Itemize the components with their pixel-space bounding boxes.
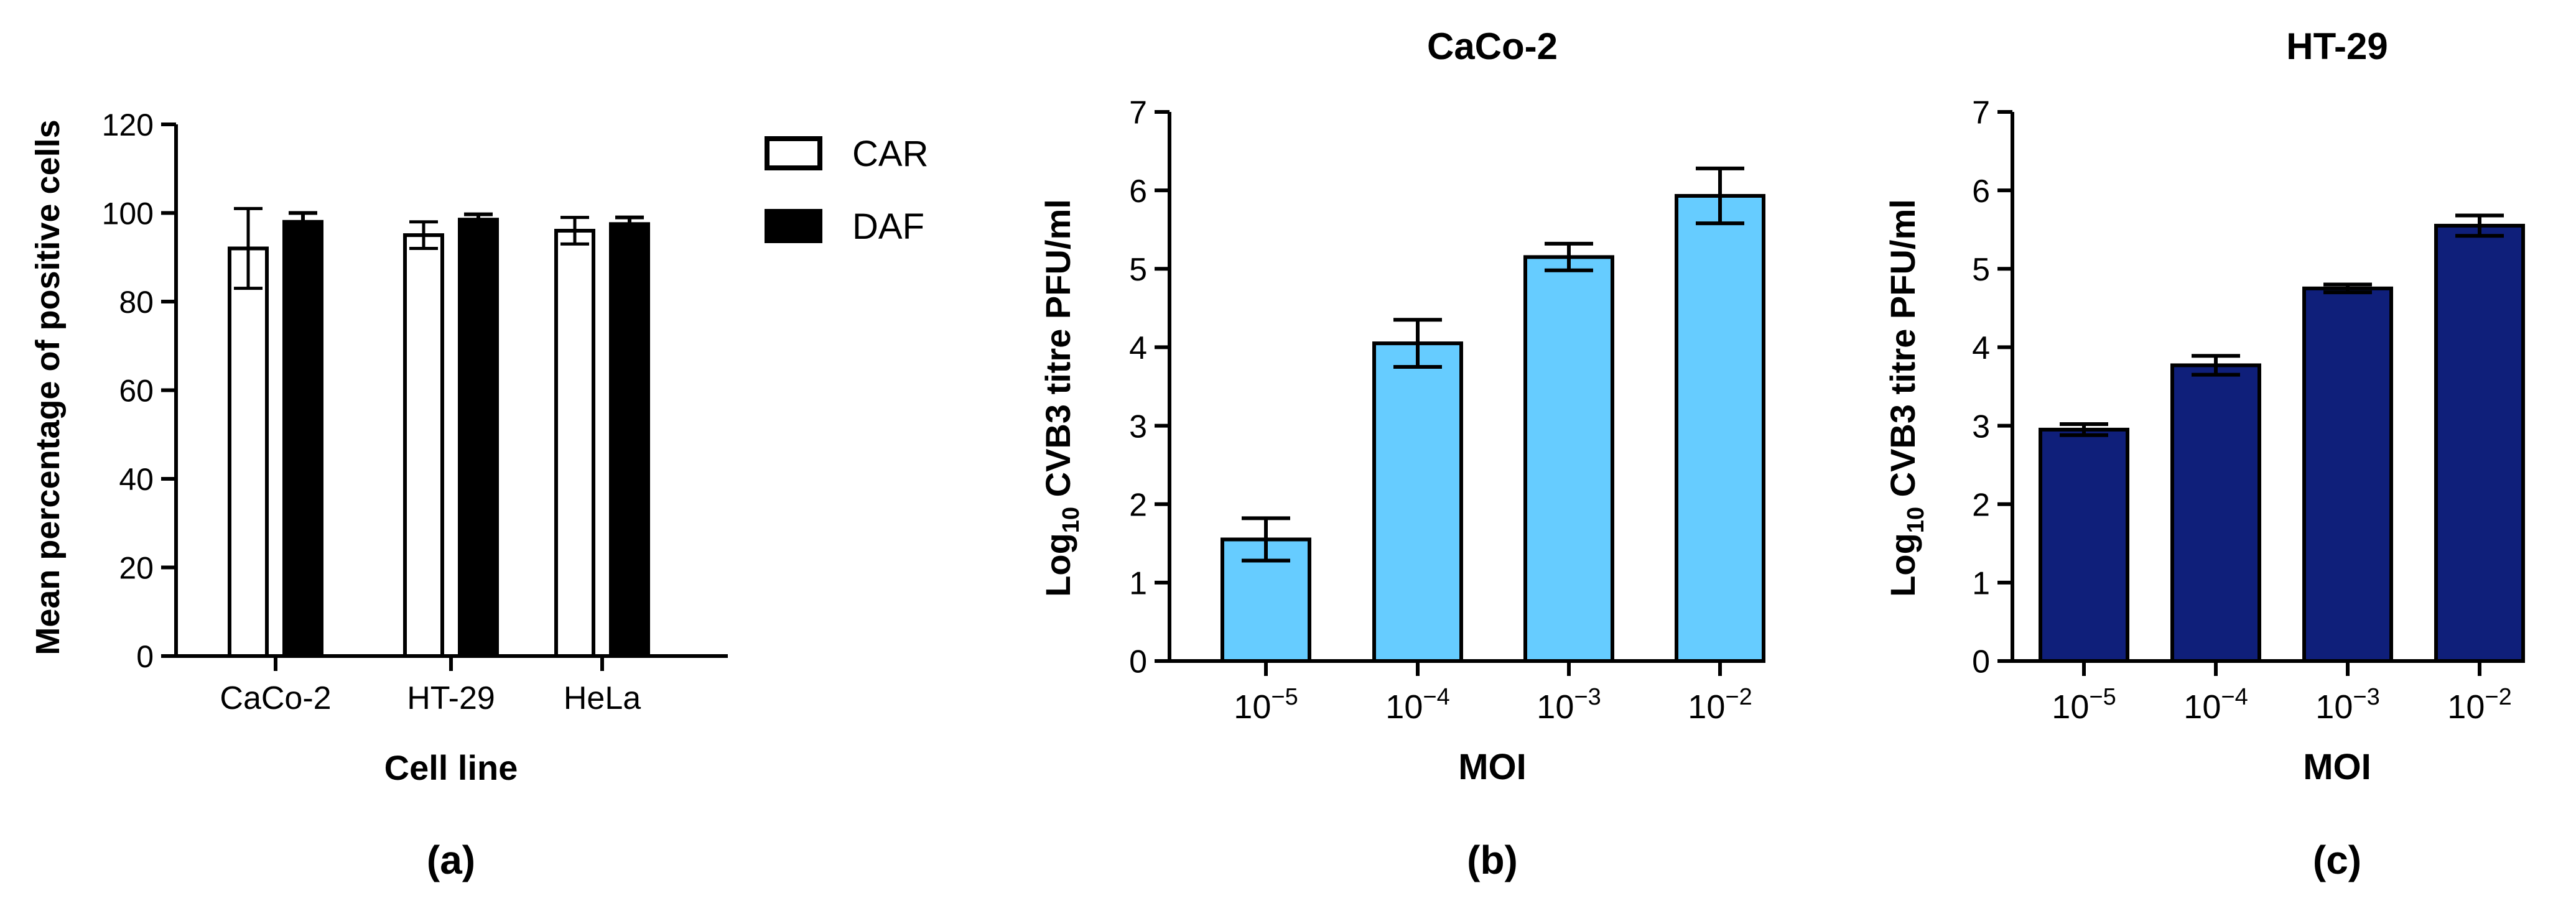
tick-base: 10 xyxy=(1385,688,1423,726)
chart-0-bar xyxy=(609,222,650,658)
chart-1-y-tick-label: 0 xyxy=(1129,644,1147,680)
chart-0-bar xyxy=(403,233,444,658)
chart-0-y-tick-label: 120 xyxy=(102,108,154,142)
tick-base: 10 xyxy=(1234,688,1271,726)
chart-1-y-tick-label: 5 xyxy=(1129,252,1147,288)
tick-exponent: −3 xyxy=(2353,684,2379,710)
tick-exponent: −5 xyxy=(1271,684,1298,710)
chart-2-bar xyxy=(2302,286,2393,664)
chart-0-x-tick-label: HT-29 xyxy=(407,680,495,716)
panel-c-ylabel-subscript: 10 xyxy=(1903,507,1929,533)
chart-0-bar xyxy=(282,220,323,658)
chart-0-y-tick-label: 60 xyxy=(119,374,154,409)
chart-1-x-tick-label: 10−2 xyxy=(1688,684,1752,726)
chart-2-x-tick-label: 10−5 xyxy=(2052,684,2116,726)
panel-b-title: CaCo-2 xyxy=(1427,25,1558,67)
chart-2-y-tick-label: 7 xyxy=(1972,95,1990,131)
tick-exponent: −4 xyxy=(2221,684,2248,710)
panel-c-x-axis-title: MOI xyxy=(2303,747,2371,787)
chart-1-y-tick-label: 3 xyxy=(1129,409,1147,445)
tick-exponent: −4 xyxy=(1423,684,1449,710)
legend-swatch-car xyxy=(765,136,822,170)
panel-c-title: HT-29 xyxy=(2286,25,2388,67)
chart-1-bar xyxy=(1523,255,1614,664)
tick-base: 10 xyxy=(2447,688,2485,726)
chart-2-y-tick-label: 2 xyxy=(1972,487,1990,523)
chart-2-y-tick-label: 1 xyxy=(1972,566,1990,602)
panel-b-y-axis-title: Log10 CVB3 titre PFU/ml xyxy=(1038,199,1084,597)
legend-label-daf: DAF xyxy=(852,206,924,247)
chart-0-y-tick-label: 80 xyxy=(119,285,154,320)
tick-exponent: −5 xyxy=(2089,684,2116,710)
chart-2-bar xyxy=(2039,427,2129,664)
legend-label-car: CAR xyxy=(852,134,928,174)
chart-0-bar xyxy=(228,246,269,658)
chart-2-y-tick-label: 4 xyxy=(1972,330,1990,366)
panel-c-ylabel-rest: CVB3 titre PFU/ml xyxy=(1883,199,1922,507)
chart-0-bar xyxy=(458,218,499,658)
chart-2-bar xyxy=(2170,363,2261,663)
tick-base: 10 xyxy=(2183,688,2221,726)
chart-0-y-tick-label: 100 xyxy=(102,197,154,231)
tick-base: 10 xyxy=(2315,688,2353,726)
tick-base: 10 xyxy=(1688,688,1725,726)
chart-1-x-tick-label: 10−4 xyxy=(1385,684,1449,726)
panel-a-label: (a) xyxy=(427,838,475,882)
panel-a-cell-line-chart: Mean percentage of positive cells Cell l… xyxy=(29,108,928,882)
chart-1-bar xyxy=(1372,341,1463,663)
chart-1-y-tick-label: 7 xyxy=(1129,95,1147,131)
chart-1-x-tick-label: 10−3 xyxy=(1537,684,1601,726)
chart-1-y-tick-label: 4 xyxy=(1129,330,1147,366)
chart-2-x-tick-label: 10−2 xyxy=(2447,684,2511,726)
tick-base: 10 xyxy=(2052,688,2089,726)
chart-1-y-tick-label: 6 xyxy=(1129,173,1147,210)
chart-0-x-tick-label: CaCo-2 xyxy=(220,680,331,716)
panel-b-ylabel-main: Log xyxy=(1038,533,1077,597)
tick-exponent: −2 xyxy=(2485,684,2511,710)
chart-2-x-tick-label: 10−3 xyxy=(2315,684,2379,726)
chart-1-y-tick-label: 1 xyxy=(1129,566,1147,602)
tick-exponent: −3 xyxy=(1574,684,1601,710)
chart-1-bar xyxy=(1675,193,1765,664)
panel-b-caco2-chart: CaCo-2 Log10 CVB3 titre PFU/ml MOI (b) 0… xyxy=(1038,25,1765,882)
panel-a-y-axis-title: Mean percentage of positive cells xyxy=(29,119,67,655)
chart-0-y-tick-label: 0 xyxy=(136,639,154,674)
chart-2-x-tick-label: 10−4 xyxy=(2183,684,2248,726)
chart-2-y-tick-label: 6 xyxy=(1972,173,1990,210)
chart-2-bar xyxy=(2434,223,2525,663)
chart-2-y-tick-label: 5 xyxy=(1972,252,1990,288)
chart-0-y-tick-label: 40 xyxy=(119,462,154,497)
panel-a-x-axis-title: Cell line xyxy=(384,748,518,787)
chart-0-bar xyxy=(554,229,595,658)
panel-b-label: (b) xyxy=(1467,838,1518,882)
chart-1-y-tick-label: 2 xyxy=(1129,487,1147,523)
chart-2-y-tick-label: 0 xyxy=(1972,644,1990,680)
tick-base: 10 xyxy=(1537,688,1574,726)
legend-swatch-daf xyxy=(765,209,822,243)
chart-0-x-tick-label: HeLa xyxy=(564,680,641,716)
chart-0-y-tick-label: 20 xyxy=(119,551,154,586)
panel-c-label: (c) xyxy=(2313,838,2361,882)
chart-1-x-tick-label: 10−5 xyxy=(1234,684,1298,726)
panel-b-ylabel-subscript: 10 xyxy=(1058,507,1084,533)
panel-a-legend: CAR DAF xyxy=(765,134,928,247)
panel-c-ht29-chart: HT-29 Log10 CVB3 titre PFU/ml MOI (c) 01… xyxy=(1883,25,2525,882)
panel-c-ylabel-main: Log xyxy=(1883,533,1922,597)
tick-exponent: −2 xyxy=(1725,684,1752,710)
panel-c-y-axis-title: Log10 CVB3 titre PFU/ml xyxy=(1883,199,1929,597)
panel-b-ylabel-rest: CVB3 titre PFU/ml xyxy=(1038,199,1077,507)
chart-2-y-tick-label: 3 xyxy=(1972,409,1990,445)
panel-b-x-axis-title: MOI xyxy=(1458,747,1527,787)
